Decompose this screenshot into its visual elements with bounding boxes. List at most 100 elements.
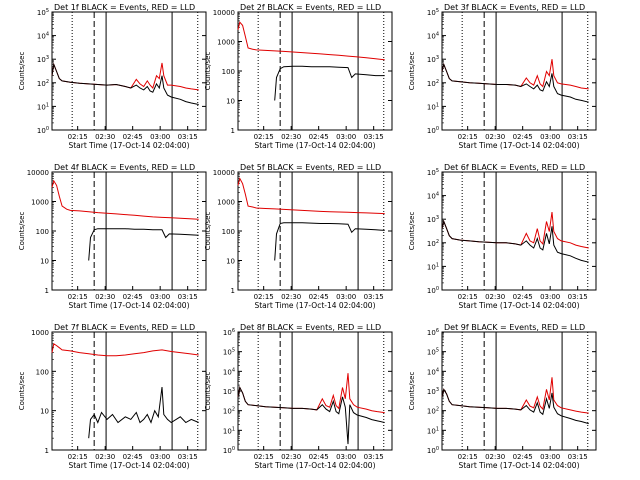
panel-det-9: Det 9f BLACK = Events, RED = LLD 100 101 10… — [408, 323, 597, 470]
y-tick-label: 103 — [223, 387, 235, 396]
series-lld — [441, 59, 589, 90]
series-lld — [441, 377, 589, 414]
x-tick-label: 02:45 — [513, 293, 533, 301]
y-tick-label: 1 — [45, 287, 49, 295]
y-tick-label: 102 — [37, 79, 49, 88]
plot-frame — [51, 331, 207, 451]
y-tick-label: 101 — [37, 102, 49, 111]
x-tick-label: 02:15 — [254, 133, 274, 141]
y-tick-label: 100 — [222, 68, 235, 76]
y-tick-label: 100 — [36, 228, 49, 236]
series-lld — [51, 179, 199, 220]
x-axis-label: Start Time (17-Oct-14 02:04:00) — [458, 141, 579, 150]
x-tick-label: 03:00 — [336, 453, 356, 461]
y-axis-label: Counts/sec — [204, 52, 212, 91]
y-tick-label: 10000 — [213, 169, 235, 177]
y-tick-label: 1 — [231, 127, 235, 135]
y-tick-label: 10 — [40, 408, 49, 416]
panel-det-7: Det 7f BLACK = Events, RED = LLD 1 10 100 10… — [18, 323, 207, 470]
x-axis-label: Start Time (17-Oct-14 02:04:00) — [68, 461, 189, 470]
y-tick-label: 102 — [427, 79, 439, 88]
y-tick-label: 104 — [427, 367, 439, 376]
x-tick-label: 02:30 — [281, 133, 301, 141]
x-tick-label: 02:45 — [309, 133, 329, 141]
series-events — [441, 62, 589, 103]
y-tick-label: 10 — [226, 258, 235, 266]
x-axis-label: Start Time (17-Oct-14 02:04:00) — [254, 461, 375, 470]
series-events — [274, 65, 385, 101]
series-events — [88, 386, 199, 439]
y-tick-label: 102 — [427, 407, 439, 416]
x-tick-label: 02:15 — [68, 133, 88, 141]
y-axis-label: Counts/sec — [18, 52, 26, 91]
y-tick-label: 105 — [37, 8, 49, 17]
y-tick-label: 101 — [427, 102, 439, 111]
y-tick-label: 103 — [37, 55, 49, 64]
y-axis-label: Counts/sec — [408, 52, 416, 91]
x-tick-label: 02:30 — [485, 453, 505, 461]
y-tick-label: 10000 — [213, 9, 235, 17]
panel-det-4: Det 4f BLACK = Events, RED = LLD 1 10 100 10… — [18, 163, 207, 310]
y-tick-label: 1 — [45, 447, 49, 455]
plot-frame — [441, 11, 597, 131]
panel-title: Det 8f BLACK = Events, RED = LLD — [240, 323, 381, 332]
x-tick-label: 02:15 — [68, 453, 88, 461]
series-events — [441, 388, 589, 425]
x-tick-label: 03:15 — [568, 133, 588, 141]
x-tick-label: 02:45 — [513, 133, 533, 141]
y-tick-label: 1000 — [217, 39, 235, 47]
x-tick-label: 02:45 — [123, 133, 143, 141]
x-tick-label: 02:45 — [309, 453, 329, 461]
x-tick-label: 03:00 — [540, 453, 560, 461]
y-tick-label: 105 — [427, 168, 439, 177]
y-tick-label: 100 — [427, 286, 439, 295]
panel-det-8: Det 8f BLACK = Events, RED = LLD 100 101 10… — [204, 323, 393, 470]
x-tick-label: 03:00 — [540, 133, 560, 141]
x-tick-label: 03:15 — [364, 453, 384, 461]
x-tick-label: 02:45 — [309, 293, 329, 301]
x-tick-label: 02:15 — [254, 453, 274, 461]
x-tick-label: 02:45 — [513, 453, 533, 461]
x-tick-label: 03:00 — [540, 293, 560, 301]
x-tick-label: 02:30 — [281, 453, 301, 461]
series-lld — [237, 177, 385, 215]
y-tick-label: 100 — [427, 446, 439, 455]
y-axis-label: Counts/sec — [408, 212, 416, 251]
x-tick-label: 03:00 — [150, 453, 170, 461]
x-tick-label: 02:30 — [485, 133, 505, 141]
series-events — [274, 222, 385, 261]
x-tick-label: 02:30 — [485, 293, 505, 301]
x-tick-label: 02:15 — [458, 293, 478, 301]
x-tick-label: 03:15 — [364, 293, 384, 301]
y-tick-label: 10 — [40, 258, 49, 266]
panel-title: Det 2f BLACK = Events, RED = LLD — [240, 3, 381, 12]
y-tick-label: 104 — [223, 367, 235, 376]
y-axis-label: Counts/sec — [408, 372, 416, 411]
x-tick-label: 03:15 — [568, 453, 588, 461]
series-events — [237, 385, 385, 445]
plot-frame — [51, 11, 207, 131]
x-axis-label: Start Time (17-Oct-14 02:04:00) — [458, 301, 579, 310]
y-tick-label: 100 — [222, 228, 235, 236]
y-tick-label: 1000 — [31, 199, 49, 207]
series-events — [51, 62, 199, 105]
panel-det-2: Det 2f BLACK = Events, RED = LLD 1 10 100 10… — [204, 3, 393, 150]
panel-title: Det 7f BLACK = Events, RED = LLD — [54, 323, 195, 332]
series-lld — [237, 21, 385, 61]
y-axis-label: Counts/sec — [18, 212, 26, 251]
plot-frame — [441, 171, 597, 291]
x-tick-label: 03:00 — [150, 293, 170, 301]
x-tick-label: 02:30 — [281, 293, 301, 301]
y-tick-label: 105 — [427, 8, 439, 17]
series-lld — [237, 373, 385, 414]
y-axis-label: Counts/sec — [204, 212, 212, 251]
y-tick-label: 102 — [223, 407, 235, 416]
x-tick-label: 02:30 — [95, 453, 115, 461]
y-tick-label: 105 — [223, 348, 235, 357]
x-tick-label: 02:30 — [95, 293, 115, 301]
x-tick-label: 02:15 — [458, 133, 478, 141]
y-tick-label: 101 — [427, 426, 439, 435]
y-tick-label: 106 — [427, 328, 439, 337]
x-axis-label: Start Time (17-Oct-14 02:04:00) — [68, 301, 189, 310]
